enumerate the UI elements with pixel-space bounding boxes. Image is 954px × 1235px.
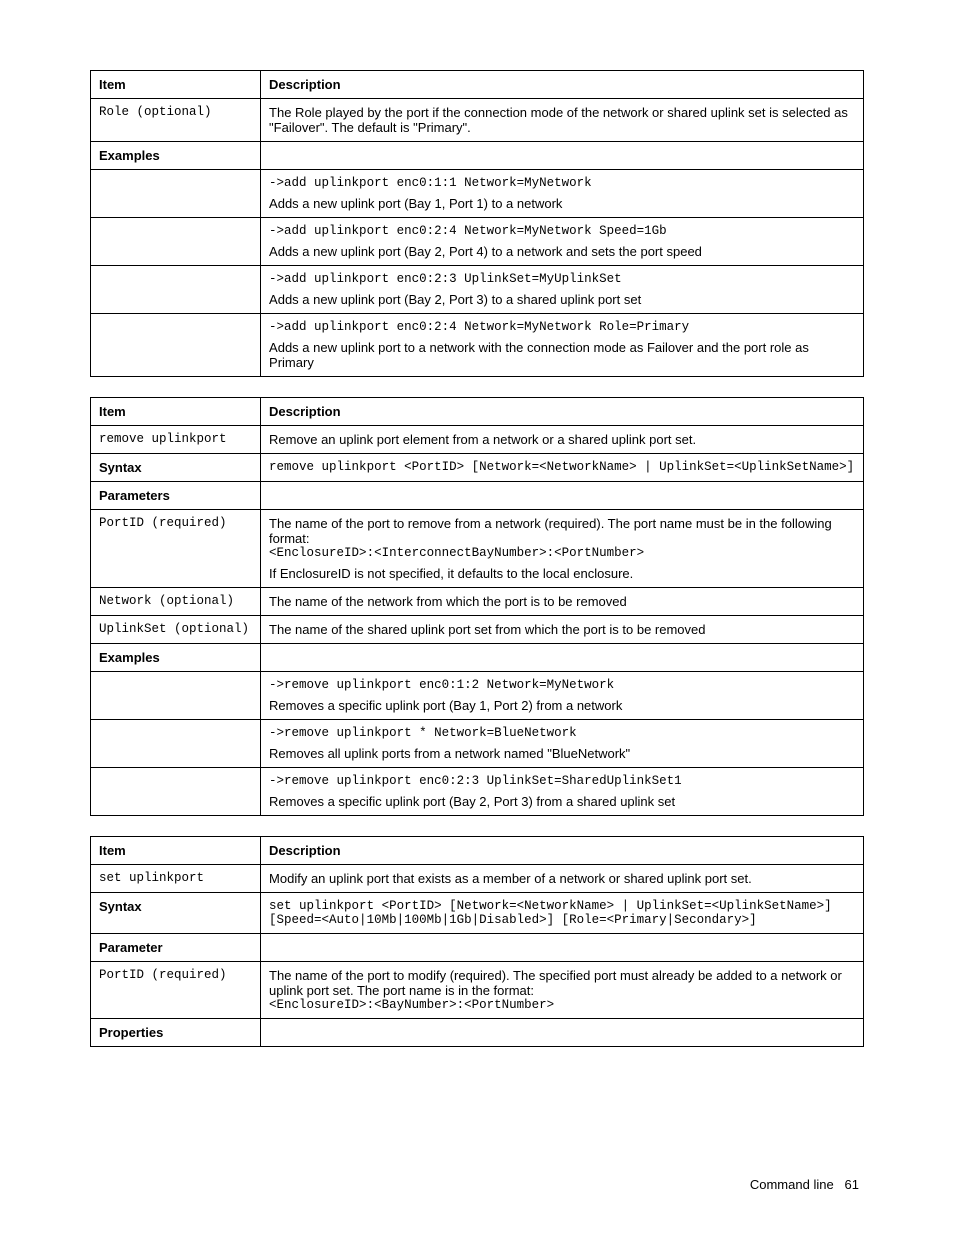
item-cell: Examples <box>91 644 261 672</box>
description-text: Removes all uplink ports from a network … <box>269 746 855 761</box>
table-row: ->remove uplinkport enc0:1:2 Network=MyN… <box>91 672 864 720</box>
item-cell: remove uplinkport <box>91 426 261 454</box>
table-row: ->remove uplinkport enc0:2:3 UplinkSet=S… <box>91 768 864 816</box>
description-text: Removes a specific uplink port (Bay 2, P… <box>269 794 855 809</box>
desc-cell: ->add uplinkport enc0:2:4 Network=MyNetw… <box>261 314 864 377</box>
item-cell: PortID (required) <box>91 962 261 1019</box>
item-cell <box>91 768 261 816</box>
command-text: ->remove uplinkport enc0:2:3 UplinkSet=S… <box>269 774 855 788</box>
add-uplinkport-table: Item Description Role (optional) The Rol… <box>90 70 864 377</box>
desc-cell: The name of the port to modify (required… <box>261 962 864 1019</box>
table-row: Examples <box>91 644 864 672</box>
command-text: ->add uplinkport enc0:2:4 Network=MyNetw… <box>269 224 855 238</box>
desc-cell: ->remove uplinkport * Network=BlueNetwor… <box>261 720 864 768</box>
footer-section-label: Command line <box>750 1177 834 1192</box>
desc-cell <box>261 482 864 510</box>
desc-cell: ->add uplinkport enc0:2:4 Network=MyNetw… <box>261 218 864 266</box>
desc-cell <box>261 142 864 170</box>
set-uplinkport-table: Item Description set uplinkport Modify a… <box>90 836 864 1047</box>
table-row: ->add uplinkport enc0:2:4 Network=MyNetw… <box>91 314 864 377</box>
table-header-item: Item <box>91 71 261 99</box>
desc-cell: The name of the port to remove from a ne… <box>261 510 864 588</box>
item-cell: UplinkSet (optional) <box>91 616 261 644</box>
table-row: Role (optional) The Role played by the p… <box>91 99 864 142</box>
item-cell: PortID (required) <box>91 510 261 588</box>
desc-cell: set uplinkport <PortID> [Network=<Networ… <box>261 893 864 934</box>
command-text: ->remove uplinkport * Network=BlueNetwor… <box>269 726 855 740</box>
table-row: ->add uplinkport enc0:2:4 Network=MyNetw… <box>91 218 864 266</box>
item-cell: set uplinkport <box>91 865 261 893</box>
table-row: Network (optional) The name of the netwo… <box>91 588 864 616</box>
desc-cell: ->remove uplinkport enc0:2:3 UplinkSet=S… <box>261 768 864 816</box>
table-row: Syntax set uplinkport <PortID> [Network=… <box>91 893 864 934</box>
format-text: <EnclosureID>:<BayNumber>:<PortNumber> <box>269 998 855 1012</box>
description-text: Adds a new uplink port to a network with… <box>269 340 855 370</box>
desc-cell: ->add uplinkport enc0:2:3 UplinkSet=MyUp… <box>261 266 864 314</box>
description-text: If EnclosureID is not specified, it defa… <box>269 566 855 581</box>
desc-cell: remove uplinkport <PortID> [Network=<Net… <box>261 454 864 482</box>
item-cell: Examples <box>91 142 261 170</box>
description-text: Removes a specific uplink port (Bay 1, P… <box>269 698 855 713</box>
command-text: ->add uplinkport enc0:2:3 UplinkSet=MyUp… <box>269 272 855 286</box>
desc-cell: ->add uplinkport enc0:1:1 Network=MyNetw… <box>261 170 864 218</box>
item-cell <box>91 672 261 720</box>
table-row: UplinkSet (optional) The name of the sha… <box>91 616 864 644</box>
format-text: <EnclosureID>:<InterconnectBayNumber>:<P… <box>269 546 855 560</box>
table-row: remove uplinkport Remove an uplink port … <box>91 426 864 454</box>
desc-cell: The name of the network from which the p… <box>261 588 864 616</box>
item-cell <box>91 720 261 768</box>
description-text: The name of the port to modify (required… <box>269 968 855 998</box>
page-footer: Command line 61 <box>90 1177 864 1192</box>
item-cell: Parameters <box>91 482 261 510</box>
table-row: set uplinkport Modify an uplink port tha… <box>91 865 864 893</box>
desc-cell <box>261 934 864 962</box>
table-row: ->remove uplinkport * Network=BlueNetwor… <box>91 720 864 768</box>
table-header-item: Item <box>91 398 261 426</box>
description-text: Adds a new uplink port (Bay 2, Port 3) t… <box>269 292 855 307</box>
table-row: ->add uplinkport enc0:1:1 Network=MyNetw… <box>91 170 864 218</box>
item-cell: Parameter <box>91 934 261 962</box>
desc-cell <box>261 644 864 672</box>
desc-cell <box>261 1019 864 1047</box>
command-text: ->add uplinkport enc0:1:1 Network=MyNetw… <box>269 176 855 190</box>
desc-cell: The Role played by the port if the conne… <box>261 99 864 142</box>
item-cell: Syntax <box>91 454 261 482</box>
table-row: Parameter <box>91 934 864 962</box>
remove-uplinkport-table: Item Description remove uplinkport Remov… <box>90 397 864 816</box>
item-cell: Role (optional) <box>91 99 261 142</box>
table-header-description: Description <box>261 398 864 426</box>
item-cell <box>91 218 261 266</box>
desc-cell: The name of the shared uplink port set f… <box>261 616 864 644</box>
desc-cell: Remove an uplink port element from a net… <box>261 426 864 454</box>
description-text: Adds a new uplink port (Bay 1, Port 1) t… <box>269 196 855 211</box>
table-header-description: Description <box>261 71 864 99</box>
table-row: ->add uplinkport enc0:2:3 UplinkSet=MyUp… <box>91 266 864 314</box>
table-row: PortID (required) The name of the port t… <box>91 510 864 588</box>
table-row: PortID (required) The name of the port t… <box>91 962 864 1019</box>
desc-cell: Modify an uplink port that exists as a m… <box>261 865 864 893</box>
table-row: Syntax remove uplinkport <PortID> [Netwo… <box>91 454 864 482</box>
item-cell: Network (optional) <box>91 588 261 616</box>
item-cell: Properties <box>91 1019 261 1047</box>
table-row: Examples <box>91 142 864 170</box>
table-row: Properties <box>91 1019 864 1047</box>
item-cell: Syntax <box>91 893 261 934</box>
table-header-description: Description <box>261 837 864 865</box>
item-cell <box>91 170 261 218</box>
description-text: The name of the port to remove from a ne… <box>269 516 855 546</box>
command-text: ->add uplinkport enc0:2:4 Network=MyNetw… <box>269 320 855 334</box>
table-row: Parameters <box>91 482 864 510</box>
item-cell <box>91 314 261 377</box>
table-header-item: Item <box>91 837 261 865</box>
page-number: 61 <box>845 1177 859 1192</box>
item-cell <box>91 266 261 314</box>
command-text: ->remove uplinkport enc0:1:2 Network=MyN… <box>269 678 855 692</box>
description-text: Adds a new uplink port (Bay 2, Port 4) t… <box>269 244 855 259</box>
desc-cell: ->remove uplinkport enc0:1:2 Network=MyN… <box>261 672 864 720</box>
